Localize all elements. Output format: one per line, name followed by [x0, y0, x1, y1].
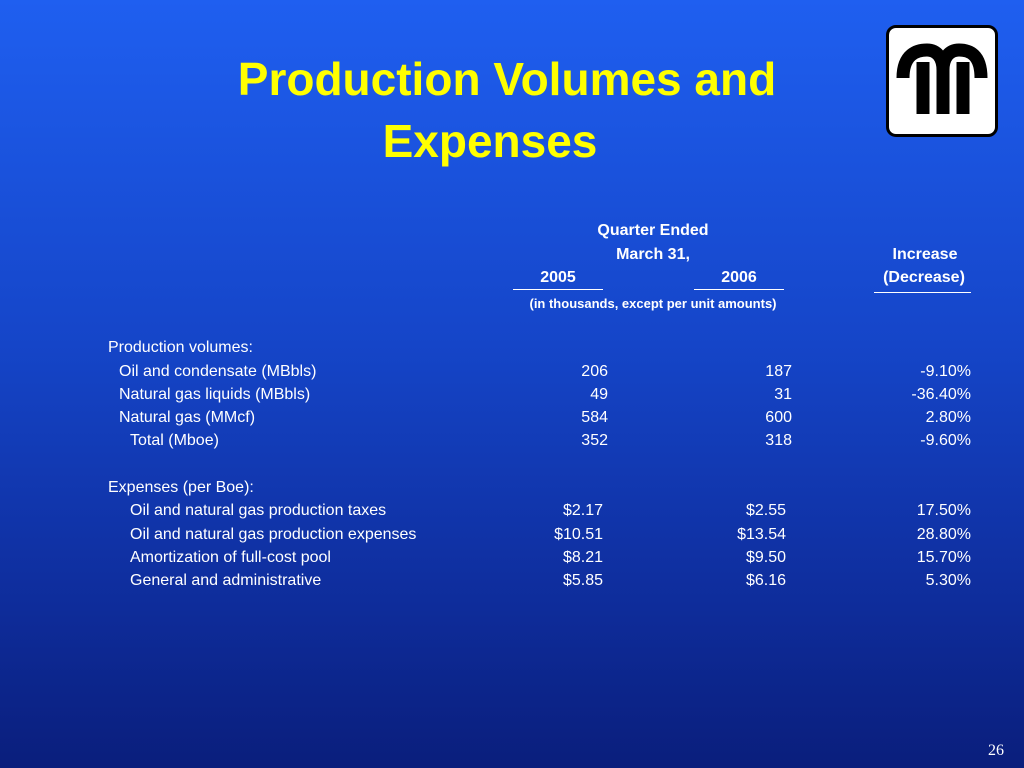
row-value-2005: $8.21: [562, 549, 603, 566]
section-label-production: Production volumes:: [108, 339, 253, 356]
row-value-change: -9.10%: [920, 363, 971, 380]
row-value-2006: $6.16: [745, 572, 786, 589]
row-value-change: -36.40%: [911, 386, 971, 403]
page-number: 26: [988, 742, 1004, 759]
header-2006-underline: [694, 289, 784, 290]
row-value-2006: 318: [765, 432, 792, 449]
row-value-change: 15.70%: [916, 549, 971, 566]
row-value-2005: 352: [581, 432, 608, 449]
row-label: Total (Mboe): [130, 432, 219, 449]
row-label: Natural gas liquids (MBbls): [119, 386, 311, 403]
units-note: (in thousands, except per unit amounts): [529, 296, 777, 311]
header-2006: 2006: [721, 269, 757, 286]
row-value-2005: 49: [590, 386, 608, 403]
row-value-2006: $9.50: [745, 549, 786, 566]
section-label-expenses: Expenses (per Boe):: [108, 479, 254, 496]
row-label: Oil and natural gas production taxes: [130, 502, 387, 519]
row-label: Oil and condensate (MBbls): [119, 363, 317, 380]
row-value-2006: $13.54: [737, 526, 786, 543]
row-label: Amortization of full-cost pool: [130, 549, 331, 566]
header-increase: Increase: [892, 246, 958, 263]
row-value-change: 28.80%: [916, 526, 971, 543]
row-value-2006: $2.55: [745, 502, 786, 519]
row-value-2005: $2.17: [562, 502, 603, 519]
header-2005: 2005: [540, 269, 576, 286]
row-value-2006: 187: [765, 363, 792, 380]
row-value-change: 2.80%: [925, 409, 971, 426]
header-quarter-ended: Quarter Ended: [597, 222, 709, 239]
slide-title: Production Volumes and Expenses: [0, 48, 1014, 172]
row-value-change: 17.50%: [916, 502, 971, 519]
row-value-2006: 600: [765, 409, 792, 426]
row-value-2005: 584: [581, 409, 608, 426]
header-decrease: (Decrease): [883, 269, 965, 286]
header-change-underline: [874, 292, 971, 293]
slide-title-line1: Production Volumes and: [237, 53, 777, 105]
row-value-2006: 31: [774, 386, 792, 403]
row-value-2005: 206: [581, 363, 608, 380]
row-label: Oil and natural gas production expenses: [130, 526, 417, 543]
header-march-31: March 31,: [616, 246, 690, 263]
header-2005-underline: [513, 289, 603, 290]
row-label: General and administrative: [130, 572, 322, 589]
row-value-2005: $10.51: [554, 526, 603, 543]
row-value-change: -9.60%: [920, 432, 971, 449]
row-value-2005: $5.85: [562, 572, 603, 589]
row-value-change: 5.30%: [925, 572, 971, 589]
slide-title-line2: Expenses: [382, 115, 598, 167]
row-label: Natural gas (MMcf): [119, 409, 256, 426]
company-logo-icon: [886, 25, 998, 137]
